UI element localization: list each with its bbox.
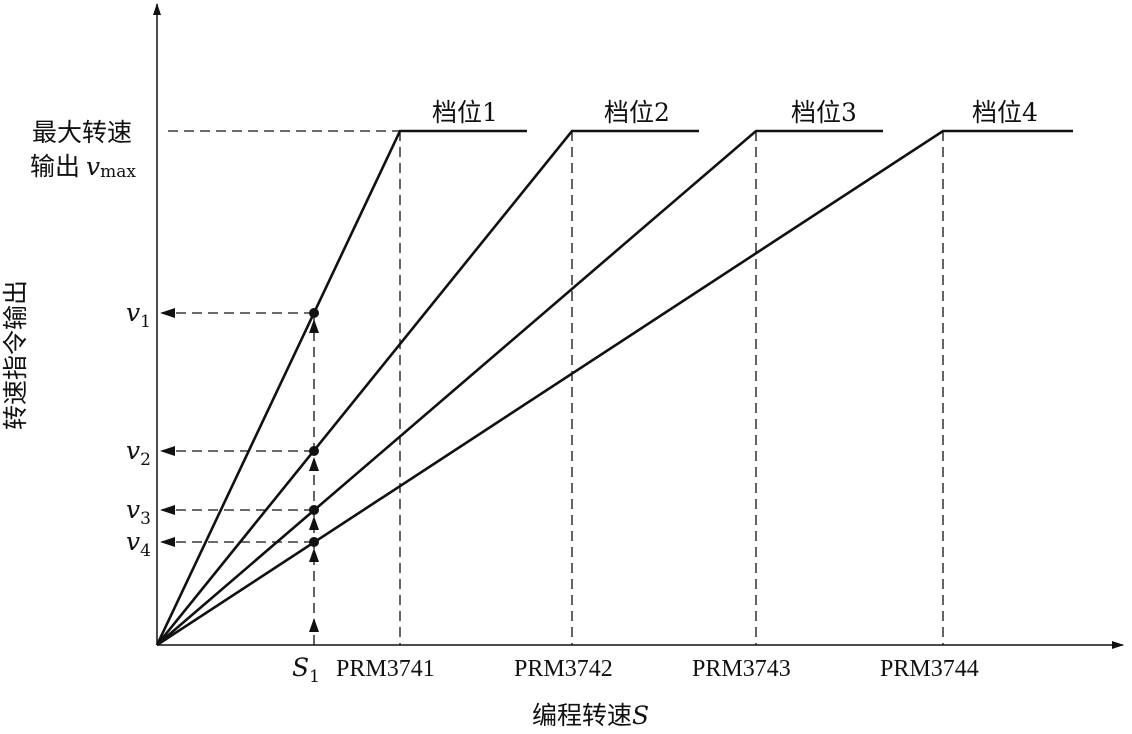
- y-axis-title: 转速指令输出: [1, 280, 30, 430]
- gear-1-label: 档位1: [432, 98, 498, 127]
- prm3743-label: PRM3743: [692, 656, 791, 682]
- v1-subscript: 1: [140, 312, 151, 332]
- gear-3-label: 档位3: [791, 98, 857, 127]
- s1-arrow-up-4: [309, 548, 319, 562]
- point-gear-4-s1: [309, 537, 319, 547]
- vmax-label-line1: 最大转速: [32, 118, 132, 147]
- gear-4-line: [156, 129, 1073, 647]
- point-gear-3-s1: [309, 505, 319, 515]
- v2-symbol: v: [126, 436, 140, 465]
- v2-label: v2: [126, 436, 151, 470]
- gear-2-label: 档位2: [604, 98, 670, 127]
- v1-label: v1: [126, 298, 151, 332]
- x-axis-title-text: 编程转速: [532, 701, 632, 730]
- v1-arrow: [160, 308, 175, 318]
- point-gear-2-s1: [309, 446, 319, 456]
- vmax-subscript: max: [100, 162, 136, 182]
- v4-label: v4: [126, 527, 151, 561]
- vmax-symbol: v: [86, 152, 100, 181]
- s1-subscript: 1: [309, 667, 320, 687]
- s1-arrow-up-5: [309, 618, 319, 632]
- gear-4-label: 档位4: [972, 98, 1038, 127]
- x-axis-title: 编程转速S: [532, 701, 649, 730]
- vmax-label-text: 输出: [30, 152, 80, 181]
- v4-subscript: 4: [140, 541, 151, 561]
- v4-arrow: [160, 537, 175, 547]
- s1-label: S1: [292, 653, 320, 687]
- s1-arrow-up-1: [309, 319, 319, 333]
- point-gear-1-s1: [309, 308, 319, 318]
- s1-symbol: S: [292, 653, 309, 682]
- s1-arrow-up-2: [309, 457, 319, 471]
- gear-1-line: [155, 129, 527, 646]
- gear-3-line: [156, 129, 883, 646]
- v3-symbol: v: [126, 495, 140, 524]
- prm3742-label: PRM3742: [514, 656, 613, 682]
- prm3744-label: PRM3744: [880, 656, 979, 682]
- v3-subscript: 3: [140, 509, 151, 529]
- v3-arrow: [160, 505, 175, 515]
- v2-subscript: 2: [140, 450, 151, 470]
- v2-arrow: [160, 446, 175, 456]
- s1-arrow-up-3: [309, 516, 319, 530]
- prm3741-label: PRM3741: [336, 656, 435, 682]
- gear-2-line: [155, 129, 699, 646]
- v3-label: v3: [126, 495, 151, 529]
- v4-symbol: v: [126, 527, 140, 556]
- vmax-label-line2: 输出 vmax: [30, 152, 136, 182]
- x-axis-symbol: S: [632, 701, 649, 730]
- v1-symbol: v: [126, 298, 140, 327]
